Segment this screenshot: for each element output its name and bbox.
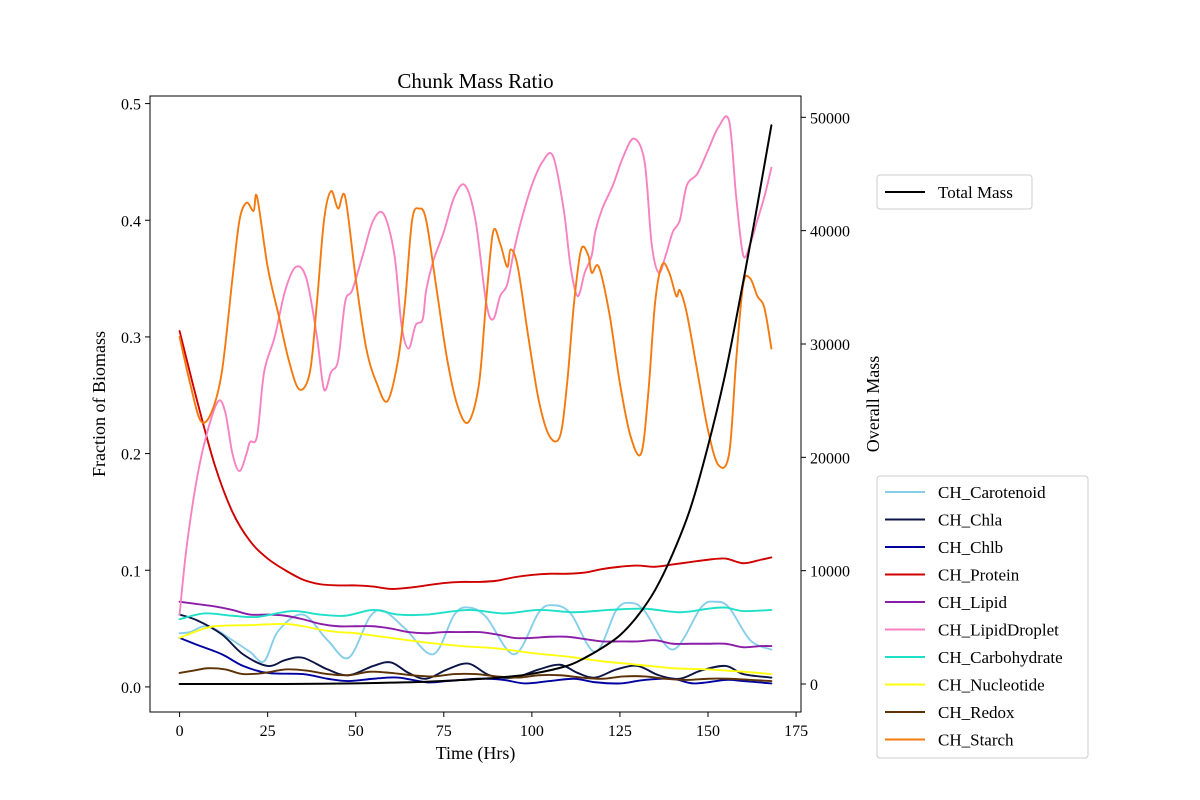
y2-tick-label: 20000 xyxy=(810,450,850,467)
series-line-ch-chla xyxy=(178,613,773,680)
series-line-ch-nucleotide xyxy=(178,622,773,676)
x-axis-label: Time (Hrs) xyxy=(436,743,516,764)
y2-tick-label: 50000 xyxy=(810,110,850,127)
legend-label-ch-lipid: CH_Lipid xyxy=(938,593,1007,612)
x-tick-label: 150 xyxy=(696,723,720,740)
legend-label-ch-carotenoid: CH_Carotenoid xyxy=(938,483,1046,502)
y2-tick-label: 0 xyxy=(810,677,818,694)
legend-frame xyxy=(876,475,1089,759)
legend-frame xyxy=(876,174,1033,210)
chart-title: Chunk Mass Ratio xyxy=(397,69,553,93)
legend-label-ch-protein: CH_Protein xyxy=(938,566,1020,585)
legend-label-ch-starch: CH_Starch xyxy=(938,731,1014,750)
y-tick-label: 0.4 xyxy=(121,213,141,230)
legend-label-ch-nucleotide: CH_Nucleotide xyxy=(938,676,1045,695)
y-tick-label: 0.3 xyxy=(121,330,141,347)
y2-tick-label: 30000 xyxy=(810,337,850,354)
axis-layer: 0 25 50 75 100 125 150 175 0.0 0.1 0.2 0.3 0.4 0.5 0 10… xyxy=(121,97,850,740)
plot-frame xyxy=(149,95,802,713)
y-tick-label: 0.5 xyxy=(121,97,141,114)
series-line-ch-lipiddroplet xyxy=(178,115,773,616)
legend-label-ch-chla: CH_Chla xyxy=(938,511,1003,530)
series-line-ch-carotenoid xyxy=(178,600,773,663)
series-layer xyxy=(178,115,773,686)
x-tick-label: 125 xyxy=(608,723,632,740)
legend-label-ch-lipiddroplet: CH_LipidDroplet xyxy=(938,621,1059,640)
x-tick-label: 0 xyxy=(176,723,184,740)
y-axis-label: Fraction of Biomass xyxy=(89,331,109,477)
y-tick-label: 0.2 xyxy=(121,447,141,464)
legend-label-ch-redox: CH_Redox xyxy=(938,703,1015,722)
legend-components: CH_Carotenoid CH_Chla CH_Chlb CH_Protein CH_… xyxy=(876,475,1089,759)
legend-label-ch-carbohydrate: CH_Carbohydrate xyxy=(938,648,1063,667)
x-tick-label: 100 xyxy=(520,723,544,740)
series-line-ch-carbohydrate xyxy=(178,606,773,621)
series-line-ch-redox xyxy=(178,667,773,683)
legend-total-mass: Total Mass xyxy=(876,174,1033,210)
y2-axis-label: Overall Mass xyxy=(863,356,883,452)
x-tick-label: 175 xyxy=(784,723,808,740)
legend-label-total-mass: Total Mass xyxy=(938,183,1013,202)
series-line-total-mass xyxy=(178,124,773,686)
x-tick-label: 25 xyxy=(260,723,276,740)
x-tick-label: 75 xyxy=(436,723,452,740)
y2-tick-label: 10000 xyxy=(810,564,850,581)
series-line-ch-starch xyxy=(178,190,773,469)
series-line-ch-lipid xyxy=(178,600,773,649)
y2-tick-label: 40000 xyxy=(810,224,850,241)
y-tick-label: 0.0 xyxy=(121,680,141,697)
y-tick-label: 0.1 xyxy=(121,563,141,580)
legend-label-ch-chlb: CH_Chlb xyxy=(938,538,1003,557)
x-tick-label: 50 xyxy=(348,723,364,740)
series-line-ch-protein xyxy=(178,330,773,590)
